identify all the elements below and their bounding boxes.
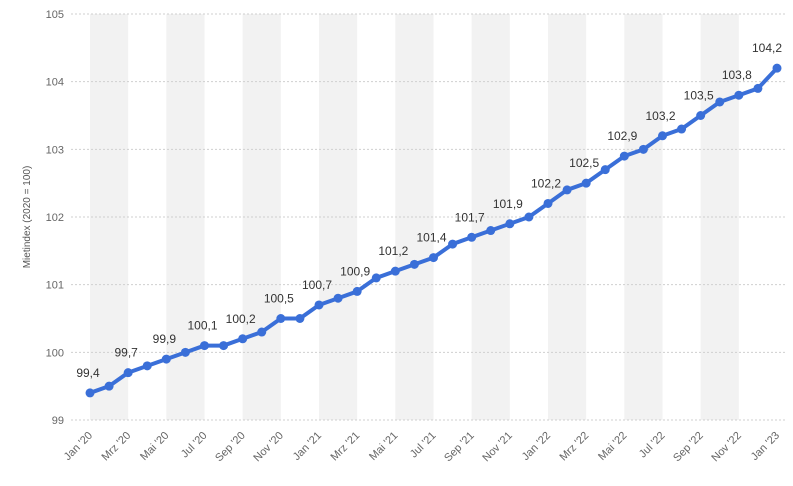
data-point[interactable] (562, 185, 572, 195)
data-label: 103,2 (645, 109, 675, 123)
data-point[interactable] (505, 219, 515, 229)
data-point[interactable] (581, 178, 591, 188)
data-label: 101,4 (416, 231, 446, 245)
x-tick-label: Sep '21 (442, 430, 477, 465)
y-tick-label: 105 (46, 9, 64, 21)
x-tick-label: Jul '21 (408, 430, 439, 461)
x-tick-label: Mai '21 (367, 430, 400, 463)
data-point[interactable] (715, 97, 725, 107)
column-band (242, 14, 281, 420)
y-tick-label: 102 (46, 212, 64, 224)
data-point[interactable] (142, 361, 152, 371)
data-point[interactable] (524, 212, 534, 222)
data-label: 99,4 (76, 366, 100, 380)
x-tick-label: Mrz '20 (100, 430, 134, 464)
x-tick-label: Sep '20 (213, 430, 248, 465)
column-band (319, 14, 358, 420)
y-tick-label: 100 (46, 347, 64, 359)
x-tick-label: Nov '22 (709, 430, 744, 465)
x-tick-label: Jan '20 (62, 430, 95, 463)
data-point[interactable] (619, 151, 629, 161)
x-tick-label: Mai '22 (596, 430, 629, 463)
data-label: 101,2 (378, 244, 408, 258)
data-point[interactable] (638, 144, 648, 154)
data-point[interactable] (333, 293, 343, 303)
x-tick-label: Jan '21 (291, 430, 324, 463)
data-label: 100,7 (302, 278, 332, 292)
data-label: 101,9 (493, 197, 523, 211)
y-tick-label: 99 (52, 415, 64, 427)
data-point[interactable] (295, 314, 305, 323)
data-point[interactable] (486, 226, 496, 236)
data-label: 101,7 (455, 210, 485, 224)
x-tick-label: Nov '21 (480, 430, 515, 465)
data-point[interactable] (429, 253, 438, 263)
data-label: 100,9 (340, 264, 370, 278)
data-label: 102,9 (607, 129, 637, 143)
data-labels: 99,4 99,7 99,9 100,1 100,2 100,5 100,7 100,9 101… (76, 41, 782, 380)
data-label: 103,8 (722, 68, 752, 82)
data-point[interactable] (409, 259, 419, 269)
x-tick-label: Sep '22 (671, 430, 706, 465)
y-tick-label: 103 (46, 144, 64, 156)
x-tick-label: Mai '20 (138, 430, 171, 463)
y-axis-title: Mietindex (2020 = 100) (22, 166, 33, 269)
y-tick-label: 104 (46, 77, 64, 89)
data-point[interactable] (467, 232, 477, 242)
data-point[interactable] (371, 273, 381, 283)
x-tick-label: Jul '22 (637, 430, 668, 461)
y-tick-label: 101 (46, 280, 64, 292)
data-point[interactable] (448, 239, 458, 249)
data-point[interactable] (753, 83, 763, 93)
x-tick-label: Jul '20 (179, 430, 210, 461)
data-point[interactable] (161, 354, 171, 364)
data-label: 100,1 (187, 319, 217, 333)
x-axis-ticks: Jan '20 Mrz '20 Mai '20 Jul '20 Sep '20 Nov '… (62, 430, 782, 465)
x-tick-label: Jan '22 (520, 430, 553, 463)
data-point[interactable] (200, 341, 209, 351)
data-point[interactable] (696, 111, 706, 120)
data-point[interactable] (219, 341, 229, 351)
data-label: 104,2 (752, 41, 782, 55)
data-point[interactable] (85, 388, 95, 398)
data-point[interactable] (600, 165, 610, 175)
data-label: 99,9 (153, 332, 177, 346)
data-point[interactable] (276, 314, 286, 323)
x-tick-label: Nov '20 (251, 430, 286, 465)
data-points (85, 63, 782, 398)
data-point[interactable] (677, 124, 687, 134)
x-tick-label: Mrz '22 (558, 430, 592, 464)
data-label: 102,2 (531, 176, 561, 190)
x-tick-label: Mrz '21 (329, 430, 363, 464)
data-point[interactable] (238, 334, 248, 344)
data-label: 99,7 (114, 346, 138, 360)
x-tick-label: Jan '23 (749, 430, 782, 463)
data-label: 100,2 (226, 312, 256, 326)
data-point[interactable] (180, 347, 190, 357)
data-point[interactable] (123, 368, 133, 378)
data-point[interactable] (734, 90, 744, 100)
y-axis-ticks: 99 100 101 102 103 104 105 (46, 9, 64, 427)
data-label: 102,5 (569, 156, 599, 170)
data-point[interactable] (390, 266, 400, 276)
grid-lines (71, 13, 786, 421)
data-point[interactable] (257, 327, 267, 337)
data-point[interactable] (104, 381, 114, 391)
data-label: 100,5 (264, 292, 294, 306)
data-point[interactable] (543, 198, 553, 208)
data-point[interactable] (352, 286, 362, 296)
data-label: 103,5 (684, 89, 714, 103)
data-point[interactable] (658, 131, 667, 141)
data-point[interactable] (772, 63, 782, 73)
data-point[interactable] (314, 300, 324, 310)
